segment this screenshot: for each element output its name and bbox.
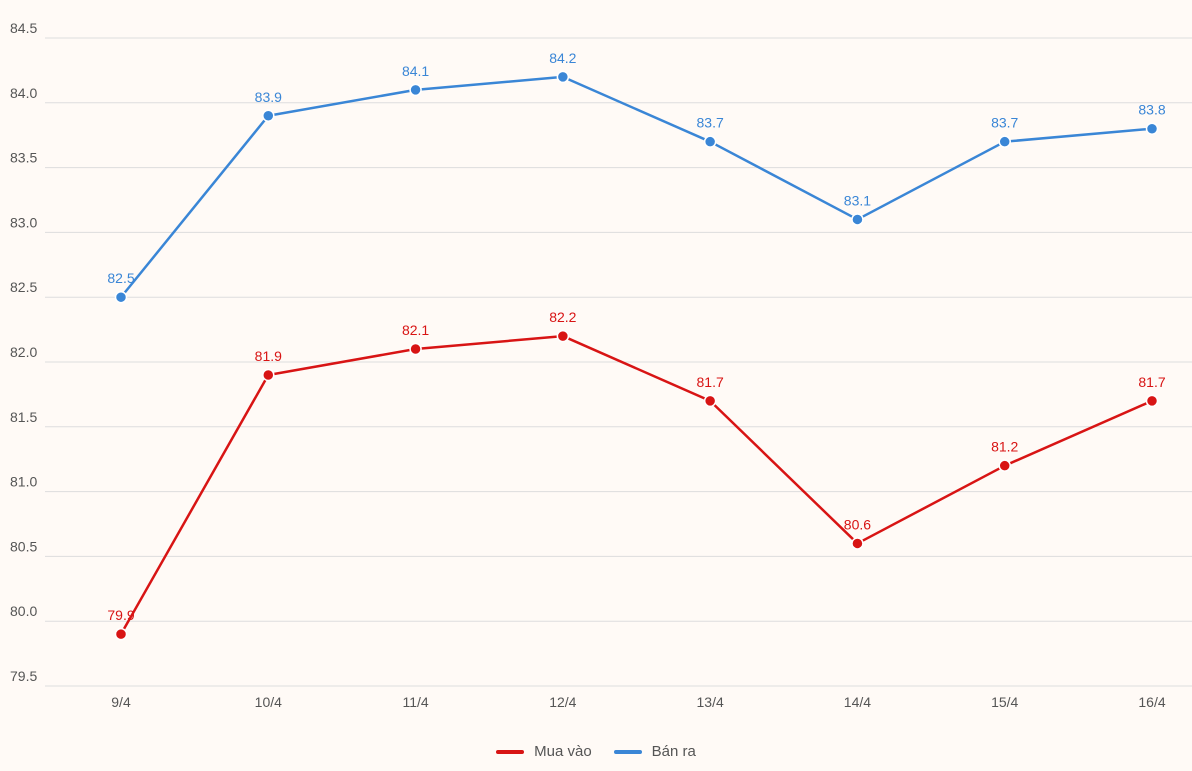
data-point bbox=[409, 342, 422, 356]
y-tick-label: 82.0 bbox=[10, 344, 37, 360]
data-label: 83.9 bbox=[255, 89, 282, 105]
legend-label-buy: Mua vào bbox=[534, 743, 592, 760]
data-point bbox=[703, 135, 717, 148]
data-label: 80.6 bbox=[844, 516, 871, 532]
legend-swatch-sell bbox=[613, 749, 642, 754]
y-tick-label: 80.0 bbox=[10, 603, 37, 619]
data-point bbox=[114, 627, 128, 641]
legend-item-sell[interactable]: Bán ra bbox=[613, 743, 696, 760]
data-point bbox=[114, 290, 128, 304]
series-line-1 bbox=[120, 75, 1153, 298]
data-label: 83.7 bbox=[991, 115, 1018, 131]
data-label: 82.1 bbox=[402, 322, 429, 338]
chart-legend: Mua vào Bán ra bbox=[0, 743, 1192, 760]
data-label: 82.2 bbox=[549, 309, 576, 325]
data-point bbox=[556, 329, 570, 343]
legend-item-buy[interactable]: Mua vào bbox=[496, 743, 592, 760]
data-label: 83.1 bbox=[844, 192, 871, 208]
data-label: 81.7 bbox=[697, 374, 724, 390]
data-label: 83.8 bbox=[1138, 102, 1165, 118]
data-point bbox=[851, 213, 864, 226]
y-tick-label: 84.5 bbox=[10, 20, 37, 36]
data-point bbox=[262, 109, 275, 123]
y-tick-label: 82.5 bbox=[10, 279, 37, 295]
data-point bbox=[851, 537, 864, 550]
series-line-0 bbox=[119, 334, 1153, 635]
data-label: 84.2 bbox=[549, 50, 576, 66]
data-point bbox=[1145, 394, 1159, 408]
data-label: 79.9 bbox=[107, 607, 134, 623]
data-point bbox=[262, 368, 275, 382]
data-point bbox=[998, 459, 1011, 472]
y-tick-label: 81.0 bbox=[10, 474, 37, 490]
data-label: 84.1 bbox=[402, 63, 429, 79]
y-tick-label: 83.5 bbox=[10, 150, 37, 166]
data-point bbox=[1145, 122, 1159, 135]
x-tick-label: 9/4 bbox=[111, 694, 131, 710]
y-tick-label: 84.0 bbox=[10, 85, 37, 101]
y-tick-label: 79.5 bbox=[10, 668, 37, 684]
x-tick-label: 14/4 bbox=[844, 694, 871, 710]
y-tick-label: 81.5 bbox=[10, 409, 37, 425]
x-tick-label: 12/4 bbox=[549, 694, 576, 710]
x-tick-label: 13/4 bbox=[697, 694, 724, 710]
data-label: 81.7 bbox=[1138, 374, 1165, 390]
data-point bbox=[556, 70, 570, 84]
x-tick-label: 16/4 bbox=[1138, 694, 1165, 710]
data-point bbox=[409, 83, 422, 97]
y-tick-label: 80.5 bbox=[10, 538, 37, 554]
data-label: 81.2 bbox=[991, 439, 1018, 455]
legend-label-sell: Bán ra bbox=[651, 743, 696, 760]
x-tick-label: 11/4 bbox=[402, 694, 428, 710]
data-label: 81.9 bbox=[255, 348, 282, 364]
data-label: 83.7 bbox=[697, 115, 724, 131]
legend-swatch-buy bbox=[496, 749, 525, 754]
x-tick-label: 15/4 bbox=[991, 694, 1018, 710]
data-label: 82.5 bbox=[107, 270, 134, 286]
data-point bbox=[998, 135, 1011, 148]
x-tick-label: 10/4 bbox=[255, 694, 282, 710]
data-point bbox=[703, 394, 717, 408]
y-tick-label: 83.0 bbox=[10, 214, 37, 230]
